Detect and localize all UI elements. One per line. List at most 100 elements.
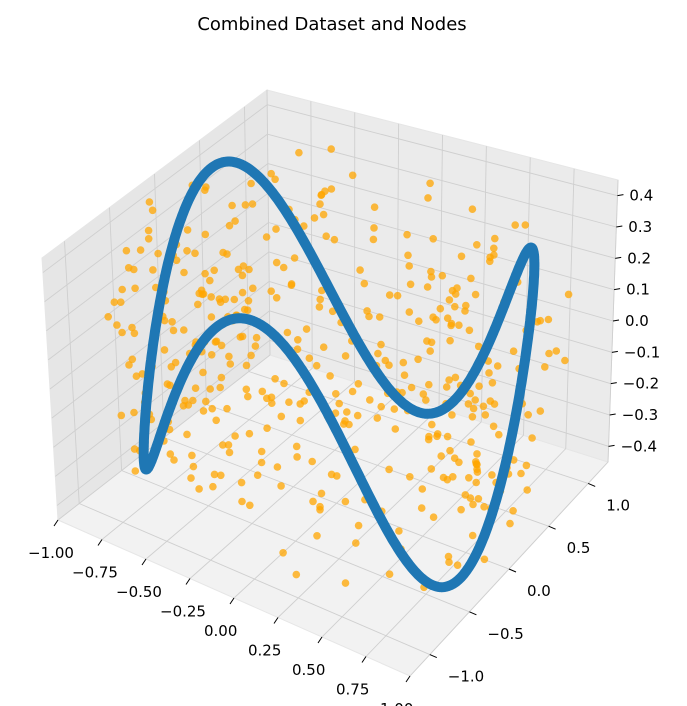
z-tick-label: 0.3 [628,218,652,236]
data-point [199,368,207,377]
data-point [194,300,202,309]
data-point [313,532,321,540]
y-tick-label: 0.5 [567,539,591,557]
grid-line-z-back [269,280,611,385]
data-point [144,235,153,243]
data-point [390,405,399,413]
data-point [426,179,434,188]
data-point [217,471,225,480]
data-point [309,497,317,506]
data-point [493,362,502,370]
grid-line-z-left [53,281,270,448]
data-point [223,250,231,258]
data-point [385,361,393,370]
y-tick-label: 1.0 [606,496,630,514]
data-point [168,318,176,326]
data-point [391,425,400,433]
data-point [528,434,536,442]
data-point [154,249,162,258]
data-point [451,302,459,311]
data-point [471,290,480,299]
data-point [423,337,431,345]
data-point [353,411,362,420]
data-point [238,288,247,297]
data-point [485,369,493,377]
data-point [271,175,279,184]
data-point [423,283,432,291]
data-point [122,246,131,255]
data-point [267,169,276,178]
data-point [406,280,415,289]
data-point [407,383,416,392]
data-point [225,221,234,230]
data-point [188,451,196,460]
grid-line-y-floor [248,371,589,484]
data-point [461,307,469,315]
data-point [201,186,209,194]
data-point [352,539,360,547]
data-point [561,356,569,365]
axis-ticks: −1.00−0.75−0.50−0.250.000.250.500.751.00… [28,187,660,706]
z-tick-label: −0.2 [623,375,659,393]
data-point [453,561,462,569]
data-point [167,363,176,371]
grid-line-y-floor [163,437,510,570]
data-point [363,307,371,315]
data-point [481,411,490,419]
x-tick-mark [405,675,411,683]
data-point [113,321,121,329]
data-point [517,469,525,478]
data-point [163,380,172,388]
data-point [241,201,250,209]
data-point [277,482,285,490]
data-point [442,383,451,391]
data-point [385,465,393,474]
data-point [225,448,234,457]
data-point [486,397,495,405]
data-point [509,507,517,515]
data-point [360,279,369,288]
data-point [488,471,496,479]
data-point [268,399,276,408]
data-point [419,390,428,398]
data-point [292,442,301,451]
data-point [341,579,350,587]
data-point [385,570,394,578]
data-point [117,298,125,307]
y-tick-mark [429,654,437,659]
data-point [208,404,216,413]
data-point [406,473,414,481]
data-point [118,328,126,337]
grid-line-z-back [269,339,609,447]
z-tick-mark [612,319,620,322]
z-tick-mark [617,194,624,197]
z-tick-mark [616,225,623,228]
data-point [148,206,157,215]
data-point [267,287,276,296]
data-point [465,474,473,482]
data-point [377,340,385,349]
data-point [404,251,412,260]
data-point [149,266,157,274]
data-point [424,194,432,202]
data-point [271,375,279,383]
y-tick-mark [588,482,596,487]
x-tick-label: −1.00 [28,544,74,562]
data-point [455,321,463,330]
data-point [215,295,224,303]
data-point [354,521,363,530]
data-point [366,396,374,404]
data-point [343,408,351,416]
data-point [180,326,188,334]
data-point [238,497,246,506]
z-tick-mark [610,382,617,385]
grid-line-z-back [267,133,617,228]
data-point [348,171,357,180]
data-point [414,355,422,364]
data-point [128,355,137,364]
data-point [438,271,447,280]
data-point [258,387,267,396]
data-point [490,244,498,253]
data-point [457,505,465,514]
data-point [195,289,203,298]
